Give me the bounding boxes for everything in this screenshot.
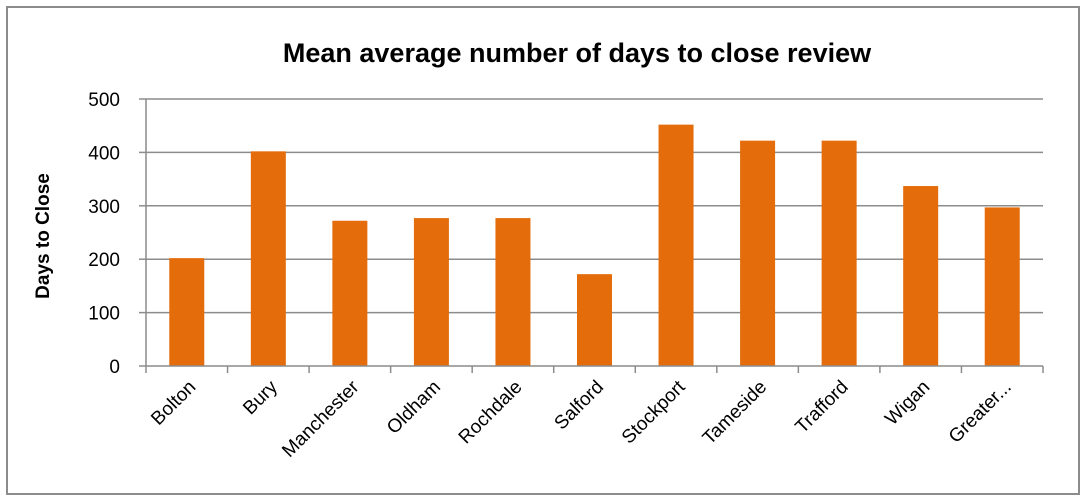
bar-tameside [740,140,776,366]
axes [139,98,1044,373]
gridlines [146,98,1043,314]
x-tick-label: Bury [239,376,282,419]
y-tick-label: 200 [88,250,120,271]
bar-trafford [821,140,857,366]
x-tick-label: Salford [551,377,608,434]
bar-wigan [903,186,939,366]
bar-bury [250,151,286,366]
bar-salford [577,274,612,366]
bar-bolton [169,258,205,366]
x-tick-label: Stockport [618,376,690,448]
x-tick-label: Bolton [147,377,200,430]
x-tick-label: Trafford [792,377,853,438]
x-tick-label: Tameside [699,377,771,449]
x-tick-label: Rochdale [455,377,527,449]
x-tick-label: Greater... [945,377,1016,448]
x-tick-label: Oldham [383,377,445,439]
y-tick-label: 400 [88,143,120,164]
chart-title: Mean average number of days to close rev… [283,38,872,68]
bar-oldham [413,218,449,366]
y-tick-label: 300 [88,197,120,218]
x-tick-label: Manchester [278,376,364,462]
bar-rochdale [495,218,531,366]
bar-manchester [332,220,368,366]
chart-frame [6,6,1080,495]
y-tick-label: 500 [88,90,120,111]
bars [169,124,1020,366]
bar-stockport [658,124,694,366]
y-axis-label: Days to Close [33,173,54,299]
bar-greater [984,207,1020,366]
y-tick-labels: 0 100 200 300 400 500 [88,90,120,378]
y-tick-label: 0 [109,357,120,378]
x-tick-label: Wigan [881,377,934,430]
y-tick-label: 100 [88,304,120,325]
